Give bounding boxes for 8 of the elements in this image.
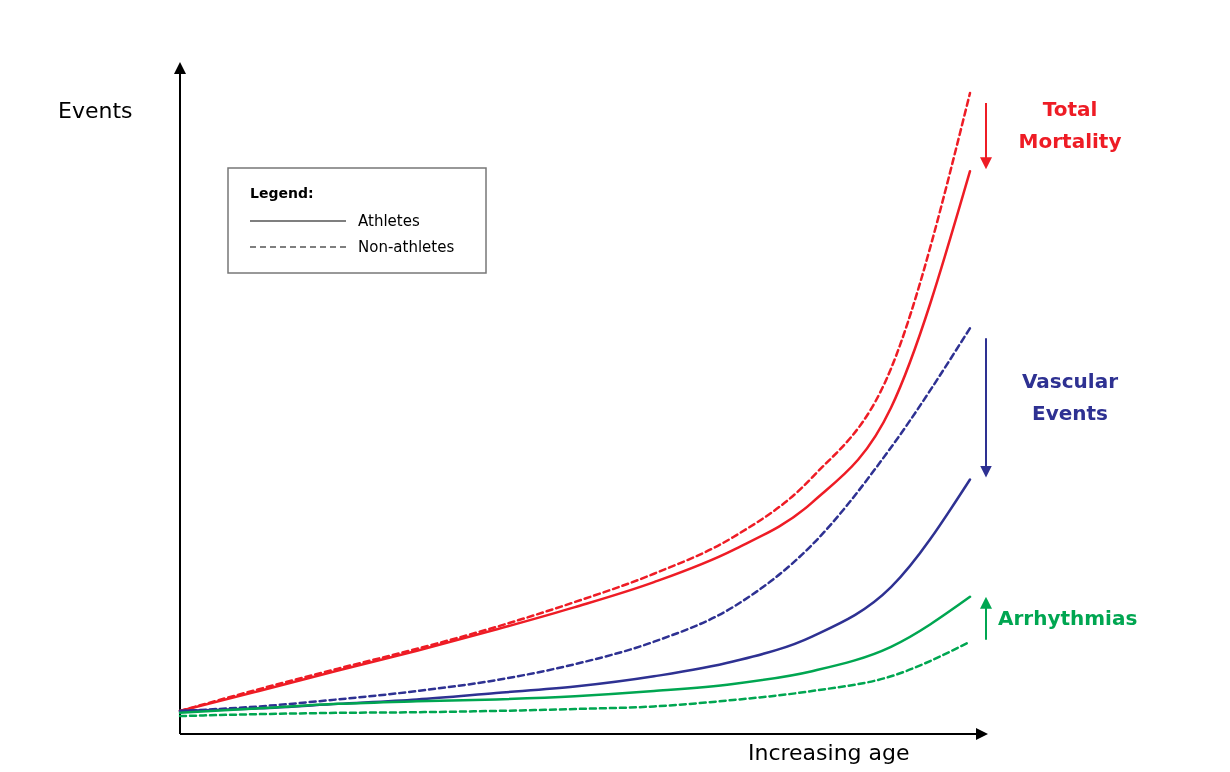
text: Vascular Events <box>1021 368 1119 425</box>
x-axis-title: Increasing age <box>748 740 910 765</box>
annotation: Athletes <box>358 212 420 230</box>
annotation: Legend: <box>250 185 314 201</box>
text: Arrhythmias <box>998 606 1138 631</box>
text: Total Mortality <box>1018 97 1122 154</box>
annotation: Non-athletes <box>358 238 455 256</box>
y-axis-title: Events <box>58 98 133 123</box>
